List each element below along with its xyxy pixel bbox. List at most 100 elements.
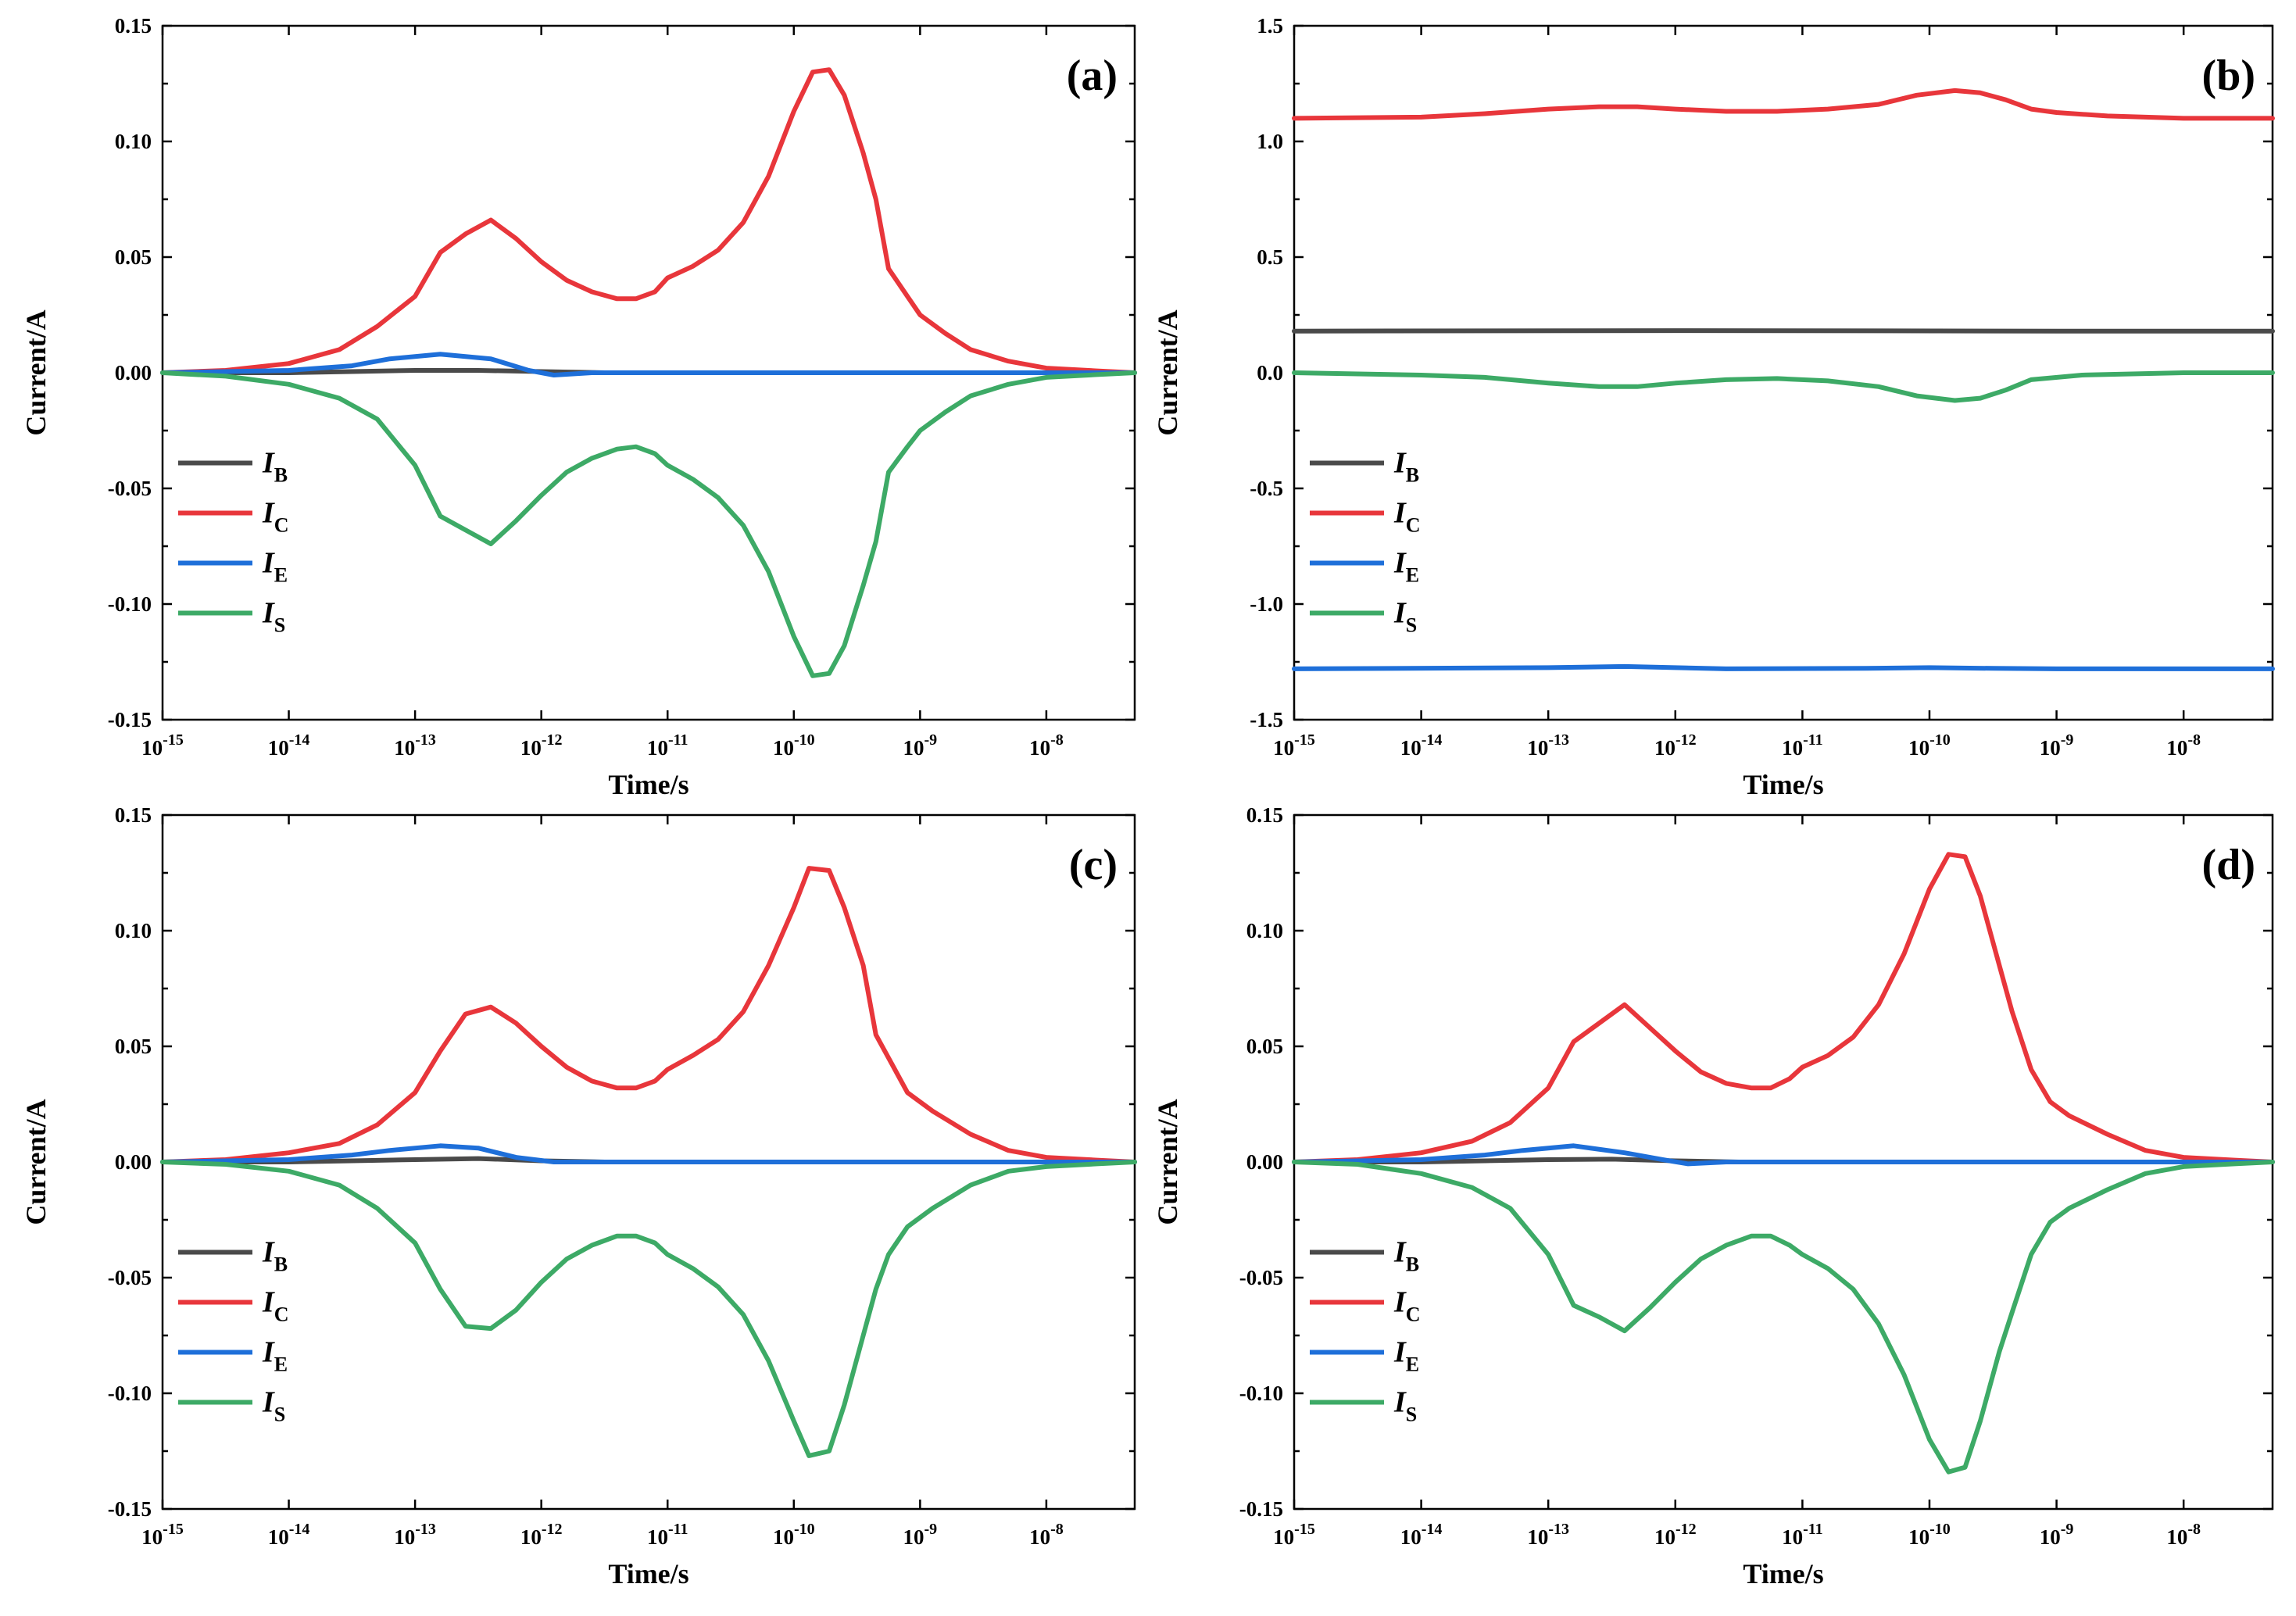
x-tick-label: 10-8 xyxy=(1029,1521,1064,1549)
y-tick-label: -0.5 xyxy=(1250,477,1283,500)
legend-label-ib: IB xyxy=(262,1235,288,1275)
x-tick-label: 10-11 xyxy=(647,1521,688,1549)
legend-label-ib: IB xyxy=(1393,1235,1419,1275)
series-line-is xyxy=(160,1160,1137,1458)
x-tick-label: 10-9 xyxy=(2040,1521,2074,1549)
legend-label-ie: IE xyxy=(262,546,288,586)
x-tick-label: 10-13 xyxy=(394,1521,436,1549)
legend-label-ic: IC xyxy=(1393,496,1421,536)
x-tick-label: 10-15 xyxy=(141,1521,184,1549)
panel-b: -1.5 -1.0 -0.5 0.0 0.5 1.0 1.5 10-15 10-14 10-13 1… xyxy=(1152,14,2275,800)
series-line-ie xyxy=(160,1143,1137,1164)
legend-label-is: IS xyxy=(1393,596,1417,636)
series-line-is xyxy=(160,370,1137,678)
y-tick-label: -0.05 xyxy=(108,477,152,500)
y-tick-label: -0.10 xyxy=(108,592,152,616)
series-line-ie xyxy=(1292,663,2275,671)
y-tick-label: -0.05 xyxy=(108,1266,152,1289)
x-tick-label: 10-8 xyxy=(2166,731,2201,760)
y-tick-label: 0.0 xyxy=(1257,361,1283,384)
y-tick-label: -0.15 xyxy=(108,708,152,731)
legend-label-ie: IE xyxy=(1393,1335,1419,1375)
y-tick-label: -0.15 xyxy=(108,1497,152,1521)
x-axis-title: Time/s xyxy=(1743,1558,1823,1589)
y-axis-title: Current/A xyxy=(20,309,52,435)
legend-label-is: IS xyxy=(1393,1385,1417,1425)
legend-label-ie: IE xyxy=(1393,546,1419,586)
series-line-ie xyxy=(1292,1143,2275,1167)
x-tick-label: 10-12 xyxy=(520,731,563,760)
y-tick-label: 0.05 xyxy=(1246,1035,1283,1058)
x-tick-label: 10-11 xyxy=(647,731,688,760)
x-tick-label: 10-9 xyxy=(2040,731,2074,760)
y-tick-label: -0.15 xyxy=(1239,1497,1283,1521)
panel-label: (b) xyxy=(2202,52,2255,100)
x-tick-label: 10-14 xyxy=(268,731,310,760)
panel-label: (a) xyxy=(1067,52,1118,100)
y-tick-label: 0.10 xyxy=(1246,919,1283,942)
x-tick-label: 10-13 xyxy=(1527,731,1569,760)
x-tick-label: 10-15 xyxy=(141,731,184,760)
series-line-is xyxy=(1292,1160,2275,1475)
x-axis-title: Time/s xyxy=(608,769,688,800)
legend-label-ib: IB xyxy=(262,446,288,486)
x-tick-label: 10-10 xyxy=(1908,731,1951,760)
x-tick-label: 10-14 xyxy=(1400,731,1443,760)
series-line-ic xyxy=(1292,852,2275,1164)
y-tick-label: 0.15 xyxy=(1246,803,1283,827)
panel-a: -0.15 -0.10 -0.05 0.00 0.05 0.10 0.15 10-15 10-1… xyxy=(20,14,1137,800)
x-tick-label: 10-11 xyxy=(1782,1521,1823,1549)
y-tick-label: -1.5 xyxy=(1250,708,1283,731)
y-axis-title: Current/A xyxy=(1152,309,1183,435)
y-tick-label: -1.0 xyxy=(1250,592,1283,616)
y-tick-label: -0.05 xyxy=(1239,1266,1283,1289)
x-tick-label: 10-10 xyxy=(1908,1521,1951,1549)
panel-c: -0.15 -0.10 -0.05 0.00 0.05 0.10 0.15 10-15 10-1… xyxy=(20,803,1137,1589)
x-tick-label: 10-13 xyxy=(1527,1521,1569,1549)
x-tick-label: 10-12 xyxy=(1654,1521,1697,1549)
x-tick-label: 10-8 xyxy=(1029,731,1064,760)
y-tick-label: 1.5 xyxy=(1257,14,1283,38)
x-tick-label: 10-13 xyxy=(394,731,436,760)
y-tick-label: 0.00 xyxy=(115,361,152,384)
panel-label: (c) xyxy=(1069,841,1118,889)
legend-label-ib: IB xyxy=(1393,446,1419,486)
y-tick-label: 0.15 xyxy=(115,14,152,38)
y-tick-label: 0.10 xyxy=(115,130,152,153)
legend-label-is: IS xyxy=(262,1385,285,1425)
y-tick-label: 0.5 xyxy=(1257,245,1283,269)
legend-label-ic: IC xyxy=(1393,1285,1421,1325)
x-tick-label: 10-14 xyxy=(1400,1521,1443,1549)
x-tick-label: 10-15 xyxy=(1273,1521,1315,1549)
x-tick-label: 10-9 xyxy=(903,731,938,760)
y-axis-title: Current/A xyxy=(20,1099,52,1225)
y-tick-label: 0.05 xyxy=(115,245,152,269)
y-tick-label: 0.00 xyxy=(115,1150,152,1174)
series-line-is xyxy=(1292,370,2275,403)
x-tick-label: 10-12 xyxy=(1654,731,1697,760)
x-tick-label: 10-10 xyxy=(773,731,815,760)
legend-label-ie: IE xyxy=(262,1335,288,1375)
panel-label: (d) xyxy=(2202,841,2255,889)
x-tick-label: 10-8 xyxy=(2166,1521,2201,1549)
panel-d: -0.15 -0.10 -0.05 0.00 0.05 0.10 0.15 10-15 10-1… xyxy=(1152,803,2275,1589)
y-tick-label: 1.0 xyxy=(1257,130,1283,153)
x-tick-label: 10-10 xyxy=(773,1521,815,1549)
y-tick-label: -0.10 xyxy=(1239,1382,1283,1405)
y-tick-label: 0.00 xyxy=(1246,1150,1283,1174)
y-axis-title: Current/A xyxy=(1152,1099,1183,1225)
legend-label-ic: IC xyxy=(262,496,289,536)
series-line-ic xyxy=(160,67,1137,375)
legend-label-is: IS xyxy=(262,596,285,636)
y-tick-label: 0.10 xyxy=(115,919,152,942)
series-line-ic xyxy=(1292,88,2275,121)
y-tick-label: -0.10 xyxy=(108,1382,152,1405)
y-tick-label: 0.15 xyxy=(115,803,152,827)
x-tick-label: 10-11 xyxy=(1782,731,1823,760)
series-line-ic xyxy=(160,866,1137,1164)
y-tick-label: 0.05 xyxy=(115,1035,152,1058)
series-line-ie xyxy=(160,352,1137,377)
x-tick-label: 10-15 xyxy=(1273,731,1315,760)
x-tick-label: 10-9 xyxy=(903,1521,938,1549)
